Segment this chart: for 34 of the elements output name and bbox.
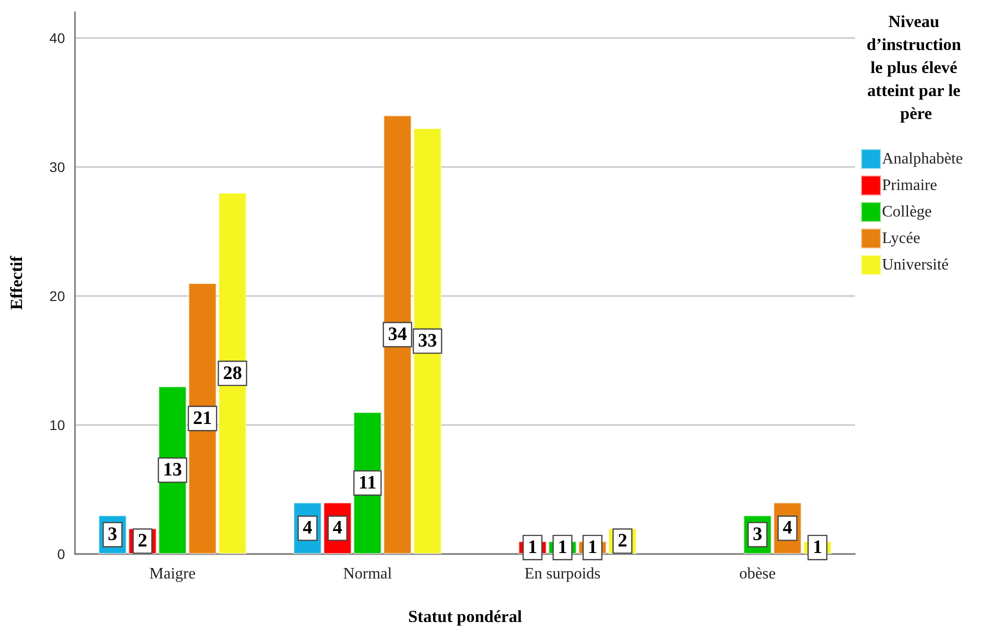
legend-label: Primaire (882, 177, 938, 194)
data-label: 13 (163, 460, 182, 481)
data-label: 4 (332, 518, 343, 539)
data-label: 34 (388, 324, 408, 346)
data-label: 1 (558, 537, 568, 558)
legend-label: Lycée (882, 230, 920, 247)
y-tick-label: 10 (49, 416, 66, 433)
data-label: 4 (782, 518, 793, 539)
x-tick-label: obèse (739, 566, 776, 582)
x-tick-label: Normal (343, 566, 392, 582)
x-tick-label: En surpoids (524, 566, 600, 582)
y-tick-label: 40 (49, 30, 66, 46)
y-tick-label: 20 (49, 288, 66, 304)
data-label: 2 (618, 530, 628, 552)
data-label: 1 (812, 537, 822, 558)
data-label: 11 (358, 472, 376, 494)
data-label: 3 (108, 524, 118, 546)
y-axis-title: Effectif (7, 256, 26, 310)
x-tick-label: Maigre (149, 566, 196, 582)
data-label: 3 (752, 524, 762, 546)
data-label: 1 (528, 537, 538, 558)
data-label: 1 (588, 537, 598, 558)
data-label: 2 (138, 530, 148, 552)
legend-title: Niveau d’instruction le plus élevé atteint par le père (866, 12, 966, 123)
legend-label: Université (882, 256, 949, 274)
data-label: 4 (302, 518, 313, 539)
data-label: 28 (222, 362, 242, 384)
y-tick-label: 30 (49, 158, 66, 175)
data-label: 21 (192, 408, 212, 429)
x-axis-title: Statut pondéral (408, 607, 522, 626)
legend-label: Analphabète (882, 150, 963, 168)
legend-label: Collège (882, 204, 932, 220)
y-tick-label: 0 (57, 546, 66, 562)
data-label: 33 (418, 330, 437, 352)
